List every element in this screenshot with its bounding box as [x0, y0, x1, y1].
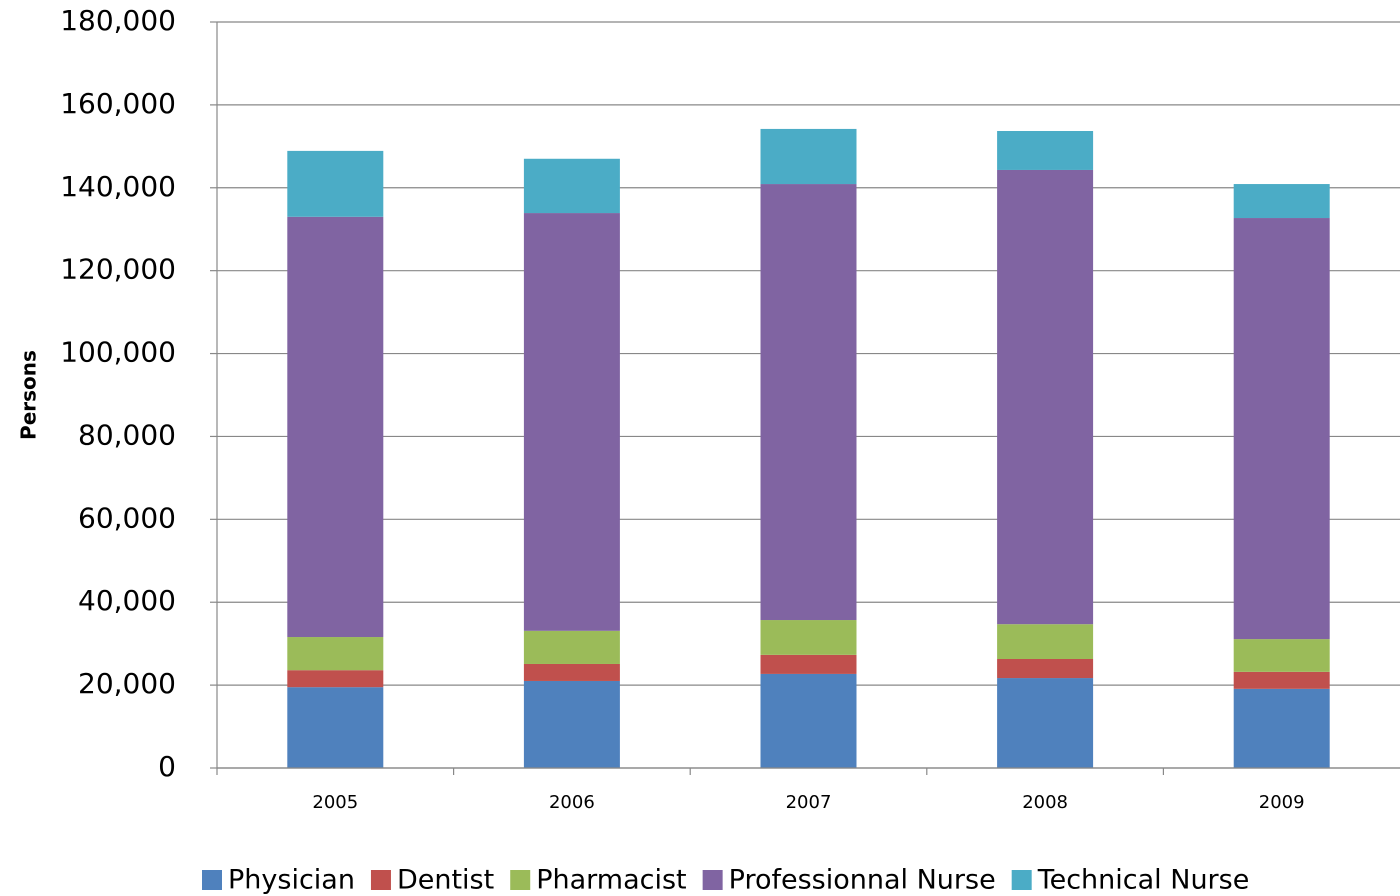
legend-label: Physician: [228, 865, 355, 896]
bar-segment: [287, 150, 384, 217]
bar-segment: [997, 659, 1094, 679]
bar-segment: [997, 624, 1094, 660]
x-tick-label: 2006: [549, 792, 595, 813]
bar-segment: [1233, 688, 1330, 768]
y-tick-label: 120,000: [60, 253, 176, 286]
x-tick-label: 2007: [786, 792, 832, 813]
bar-segment: [1233, 671, 1330, 689]
y-axis-label: Persons: [17, 350, 41, 440]
bar-segment: [523, 213, 620, 631]
bar-segment: [287, 216, 384, 638]
legend-swatch: [202, 870, 222, 890]
legend-label: Dentist: [397, 865, 494, 896]
legend-swatch: [510, 870, 531, 890]
bar-segment: [760, 128, 857, 185]
legend-label: Pharmacist: [536, 865, 686, 896]
bar-segment: [760, 620, 857, 655]
legend-label: Technical Nurse: [1037, 865, 1250, 896]
bar-segment: [1233, 218, 1330, 640]
y-tick-label: 60,000: [78, 501, 176, 534]
bar-segment: [287, 687, 384, 768]
y-tick-label: 180,000: [60, 4, 176, 37]
bar-segment: [1233, 639, 1330, 672]
bar-segment: [287, 637, 384, 671]
x-tick-label: 2008: [1022, 792, 1068, 813]
bar-segment: [523, 158, 620, 214]
y-tick-label: 140,000: [60, 170, 176, 203]
legend-label: Professionnal Nurse: [729, 865, 996, 896]
x-tick-label: 2005: [312, 792, 358, 813]
bar-segment: [997, 678, 1094, 768]
bar-segment: [523, 680, 620, 768]
bar-segment: [997, 169, 1094, 625]
x-tick-label: 2009: [1259, 792, 1305, 813]
y-tick-label: 40,000: [78, 584, 176, 617]
legend-swatch: [370, 870, 391, 890]
legend-swatch: [702, 870, 723, 890]
y-tick-label: 100,000: [60, 336, 176, 369]
y-tick-label: 80,000: [78, 418, 176, 451]
bar-segment: [760, 654, 857, 674]
bar-segment: [997, 130, 1094, 170]
y-tick-label: 0: [158, 750, 176, 783]
legend-swatch: [1011, 870, 1032, 890]
bar-segment: [523, 630, 620, 664]
bar-segment: [760, 673, 857, 768]
y-tick-label: 20,000: [78, 667, 176, 700]
bar-segment: [760, 184, 857, 621]
y-tick-label: 160,000: [60, 87, 176, 120]
bar-segment: [1233, 184, 1330, 219]
bar-segment: [523, 663, 620, 681]
bar-segment: [287, 670, 384, 688]
